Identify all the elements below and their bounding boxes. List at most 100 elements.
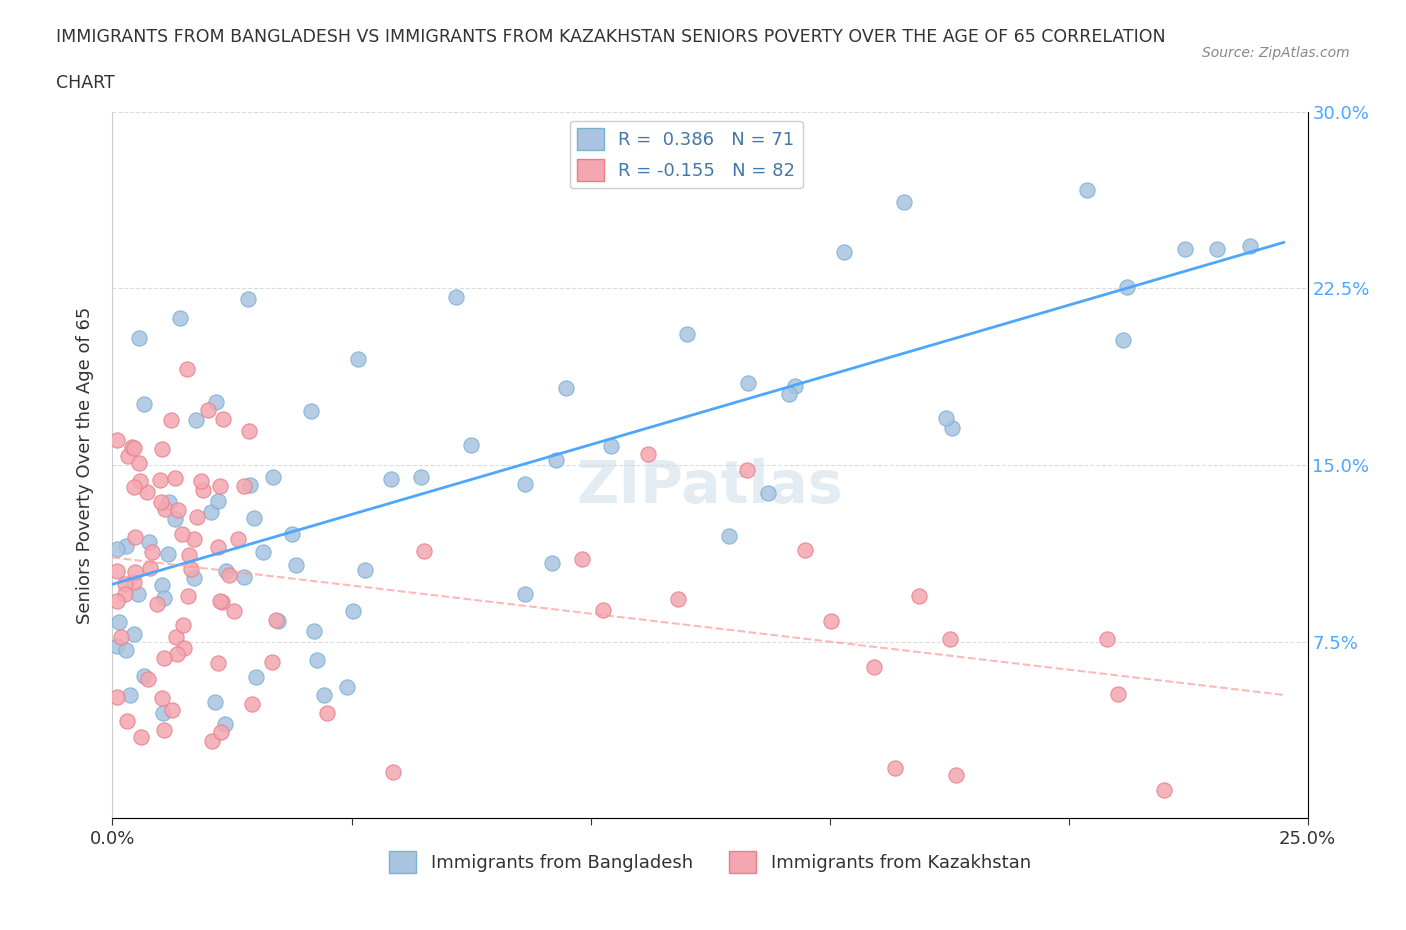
- Point: [183, 571, 205, 586]
- Point: [128, 330, 150, 345]
- Point: [163, 512, 186, 526]
- Point: [214, 717, 236, 732]
- Point: [555, 380, 578, 395]
- Point: [166, 646, 188, 661]
- Point: [122, 575, 145, 590]
- Point: [238, 291, 260, 306]
- Point: [160, 413, 183, 428]
- Point: [676, 326, 699, 341]
- Point: [226, 531, 249, 546]
- Point: [204, 695, 226, 710]
- Point: [197, 403, 219, 418]
- Text: CHART: CHART: [56, 74, 115, 92]
- Point: [238, 424, 260, 439]
- Point: [165, 471, 187, 485]
- Point: [1239, 239, 1261, 254]
- Point: [134, 669, 156, 684]
- Point: [544, 453, 567, 468]
- Point: [212, 411, 235, 426]
- Point: [381, 764, 404, 779]
- Point: [717, 528, 740, 543]
- Point: [1107, 686, 1129, 701]
- Point: [124, 565, 146, 579]
- Point: [190, 473, 212, 488]
- Point: [281, 527, 304, 542]
- Point: [157, 495, 180, 510]
- Point: [302, 624, 325, 639]
- Point: [193, 483, 215, 498]
- Point: [820, 614, 842, 629]
- Point: [207, 494, 229, 509]
- Point: [114, 586, 136, 601]
- Point: [233, 569, 256, 584]
- Point: [316, 705, 339, 720]
- Point: [413, 544, 436, 559]
- Point: [893, 194, 915, 209]
- Point: [105, 639, 128, 654]
- Point: [785, 379, 807, 394]
- Point: [239, 478, 262, 493]
- Point: [260, 654, 283, 669]
- Point: [176, 362, 198, 377]
- Point: [152, 591, 174, 605]
- Point: [117, 449, 139, 464]
- Point: [1174, 241, 1197, 256]
- Point: [150, 441, 173, 456]
- Point: [114, 577, 136, 591]
- Text: Source: ZipAtlas.com: Source: ZipAtlas.com: [1202, 46, 1350, 60]
- Point: [1112, 333, 1135, 348]
- Point: [354, 563, 377, 578]
- Point: [232, 479, 254, 494]
- Point: [166, 503, 188, 518]
- Point: [242, 511, 264, 525]
- Point: [156, 547, 179, 562]
- Point: [380, 472, 402, 486]
- Point: [342, 604, 364, 618]
- Point: [105, 564, 128, 578]
- Point: [222, 604, 245, 618]
- Point: [173, 640, 195, 655]
- Point: [200, 504, 222, 519]
- Point: [264, 613, 287, 628]
- Point: [105, 432, 128, 447]
- Point: [794, 543, 817, 558]
- Point: [935, 411, 957, 426]
- Point: [735, 462, 758, 477]
- Point: [201, 734, 224, 749]
- Legend: Immigrants from Bangladesh, Immigrants from Kazakhstan: Immigrants from Bangladesh, Immigrants f…: [382, 844, 1038, 880]
- Point: [110, 630, 132, 644]
- Point: [883, 761, 905, 776]
- Point: [153, 502, 176, 517]
- Point: [444, 289, 467, 304]
- Point: [1076, 182, 1098, 197]
- Point: [211, 595, 233, 610]
- Text: IMMIGRANTS FROM BANGLADESH VS IMMIGRANTS FROM KAZAKHSTAN SENIORS POVERTY OVER TH: IMMIGRANTS FROM BANGLADESH VS IMMIGRANTS…: [56, 28, 1166, 46]
- Point: [114, 539, 136, 554]
- Point: [218, 568, 240, 583]
- Point: [737, 375, 759, 390]
- Point: [150, 495, 173, 510]
- Point: [105, 541, 128, 556]
- Point: [150, 690, 173, 705]
- Point: [460, 437, 482, 452]
- Point: [105, 593, 128, 608]
- Point: [135, 485, 157, 499]
- Point: [312, 687, 335, 702]
- Point: [515, 586, 537, 601]
- Point: [209, 478, 232, 493]
- Point: [184, 412, 207, 427]
- Point: [262, 470, 284, 485]
- Point: [267, 614, 290, 629]
- Point: [152, 722, 174, 737]
- Point: [186, 509, 208, 524]
- Point: [170, 526, 193, 541]
- Point: [637, 447, 659, 462]
- Point: [284, 558, 307, 573]
- Point: [939, 631, 962, 646]
- Point: [172, 618, 194, 632]
- Point: [908, 589, 931, 604]
- Point: [778, 387, 800, 402]
- Point: [150, 578, 173, 592]
- Point: [599, 438, 621, 453]
- Point: [215, 564, 238, 578]
